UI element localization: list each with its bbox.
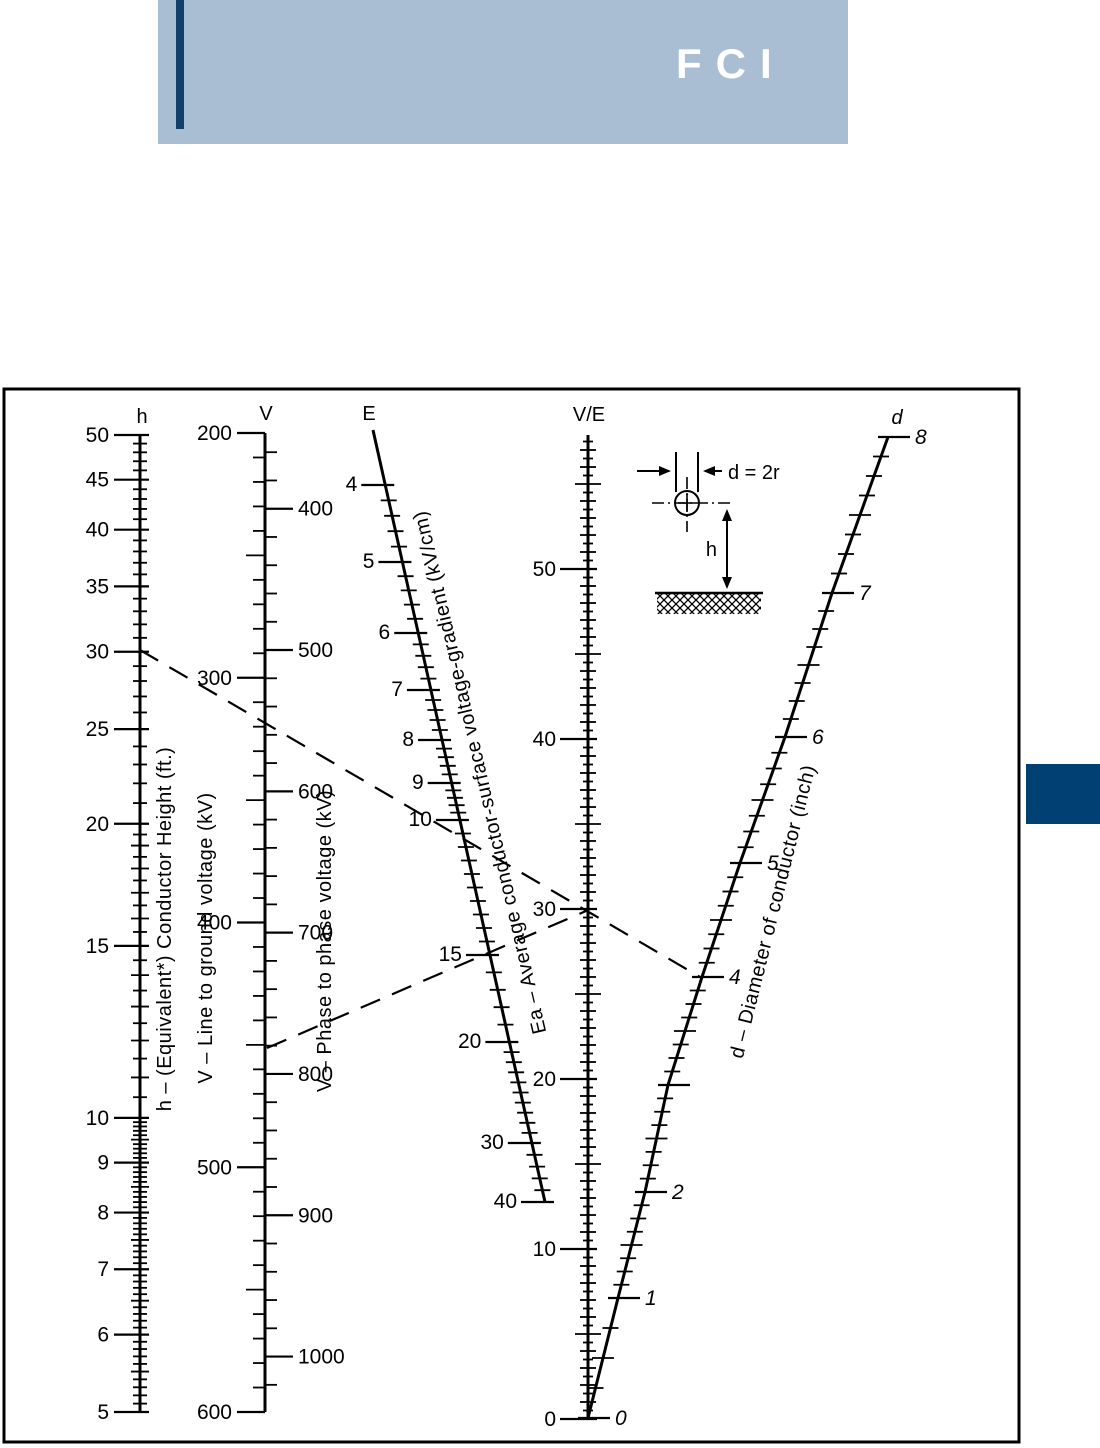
svg-text:6: 6: [97, 1324, 109, 1347]
svg-text:10: 10: [86, 1107, 109, 1130]
svg-text:V/E: V/E: [573, 404, 605, 426]
scale-ve: V/E 50 40 30 20 10 0: [533, 404, 605, 1431]
svg-text:6: 6: [379, 621, 391, 644]
svg-text:0: 0: [544, 1408, 556, 1431]
svg-text:h: h: [136, 406, 147, 428]
svg-text:200: 200: [197, 422, 232, 445]
inset-diagram: d = 2r h: [637, 452, 780, 614]
svg-text:40: 40: [533, 728, 556, 751]
svg-text:d = 2r: d = 2r: [728, 462, 780, 484]
svg-text:4: 4: [346, 473, 358, 496]
svg-text:5: 5: [767, 852, 779, 875]
svg-text:30: 30: [86, 641, 109, 664]
svg-text:10: 10: [533, 1238, 556, 1261]
svg-text:7: 7: [97, 1258, 109, 1281]
svg-text:1: 1: [645, 1287, 657, 1310]
svg-text:25: 25: [86, 718, 109, 741]
svg-text:20: 20: [458, 1030, 481, 1053]
svg-text:Ea – Average conductor-surface: Ea – Average conductor-surface voltage-g…: [409, 509, 551, 1036]
svg-text:9: 9: [97, 1152, 109, 1175]
header-accent-bar: [176, 0, 184, 129]
header-band: FCI: [158, 0, 848, 144]
svg-text:1000: 1000: [298, 1346, 345, 1369]
side-tab: [1026, 764, 1100, 824]
svg-text:700: 700: [298, 922, 333, 945]
svg-text:300: 300: [197, 667, 232, 690]
svg-text:600: 600: [197, 1401, 232, 1424]
example-lines: [139, 649, 701, 1050]
svg-text:E: E: [362, 403, 375, 425]
svg-text:d – Diameter of conductor (inc: d – Diameter of conductor (inch): [726, 763, 820, 1061]
svg-text:15: 15: [86, 935, 109, 958]
svg-text:400: 400: [197, 912, 232, 935]
svg-text:V – Line to ground voltage (kV: V – Line to ground voltage (kV): [195, 792, 217, 1083]
svg-text:0: 0: [615, 1407, 627, 1430]
svg-text:2: 2: [671, 1181, 684, 1204]
svg-text:600: 600: [298, 780, 333, 803]
scale-d: d 0 1 2 4 5 6 7 8 d – Diameter of conductor (inch…: [578, 407, 927, 1430]
svg-text:h – (Equivalent*) Conductor He: h – (Equivalent*) Conductor Height (ft.): [154, 747, 176, 1112]
svg-text:35: 35: [86, 575, 109, 598]
svg-text:40: 40: [86, 519, 109, 542]
svg-text:30: 30: [533, 898, 556, 921]
svg-text:7: 7: [859, 582, 872, 605]
svg-text:d: d: [891, 407, 903, 429]
svg-text:8: 8: [97, 1202, 109, 1225]
svg-text:6: 6: [812, 726, 824, 749]
svg-text:50: 50: [86, 424, 109, 447]
svg-text:40: 40: [494, 1190, 517, 1213]
svg-text:20: 20: [533, 1068, 556, 1091]
svg-text:7: 7: [391, 678, 403, 701]
svg-text:h: h: [706, 539, 717, 561]
svg-text:20: 20: [86, 813, 109, 836]
alignment-line-h-to-d: [139, 649, 701, 978]
svg-text:900: 900: [298, 1204, 333, 1227]
svg-text:9: 9: [412, 771, 424, 794]
alignment-line-v-to-ve: [266, 909, 587, 1050]
svg-text:4: 4: [729, 966, 741, 989]
chart-frame: [2, 387, 1021, 1444]
svg-text:5: 5: [363, 550, 375, 573]
svg-text:500: 500: [197, 1156, 232, 1179]
svg-text:400: 400: [298, 498, 333, 521]
svg-text:30: 30: [480, 1131, 503, 1154]
svg-text:15: 15: [439, 943, 462, 966]
svg-text:V: V: [259, 403, 273, 425]
svg-text:45: 45: [86, 469, 109, 492]
svg-text:50: 50: [533, 558, 556, 581]
svg-text:500: 500: [298, 639, 333, 662]
svg-text:10: 10: [409, 808, 432, 831]
svg-text:8: 8: [915, 426, 927, 449]
svg-text:5: 5: [97, 1401, 109, 1424]
brand-logo: FCI: [676, 40, 786, 87]
svg-text:800: 800: [298, 1063, 333, 1086]
svg-text:8: 8: [402, 728, 414, 751]
scale-v: V 200 300 400 500 600 400 500 600 700 800 900 1000 V …: [195, 403, 345, 1424]
scale-h: h 50 45 40 35 30 25 20 15 10 9 8 7 6 5 h – (Equivalent*…: [86, 406, 176, 1424]
svg-text:V – Phase to phase voltage (kV: V – Phase to phase voltage (kV): [314, 790, 336, 1092]
